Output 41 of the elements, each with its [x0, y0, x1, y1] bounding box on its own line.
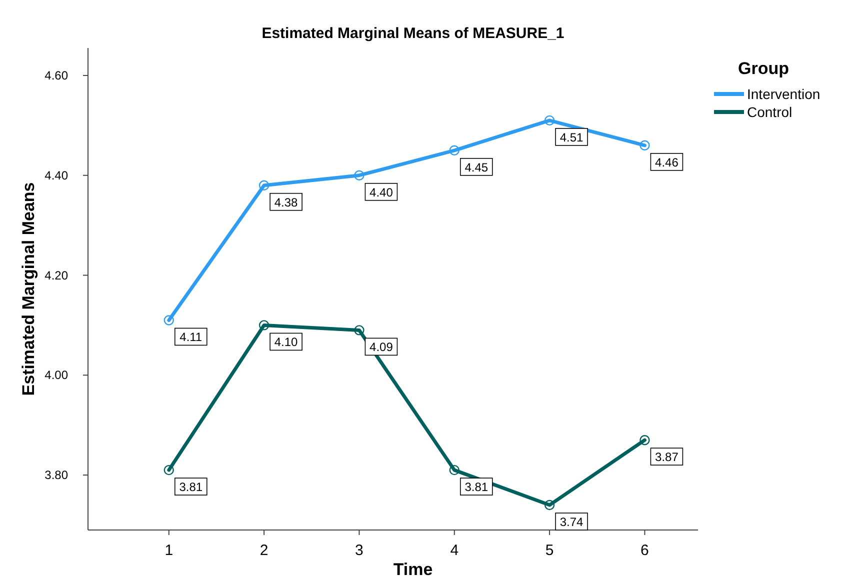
- data-label: 3.87: [655, 450, 679, 464]
- legend-label: Intervention: [747, 86, 820, 102]
- y-axis-title: Estimated Marginal Means: [19, 182, 38, 396]
- data-label: 4.51: [560, 130, 584, 144]
- point: [449, 145, 460, 156]
- point: [258, 180, 270, 190]
- x-tick-label: 1: [164, 542, 174, 559]
- data-label: 3.81: [179, 480, 203, 494]
- x-tick-label: 3: [355, 542, 364, 559]
- legend-label: Control: [747, 104, 792, 120]
- point: [544, 115, 555, 126]
- data-label: 3.74: [560, 515, 584, 530]
- point: [258, 320, 270, 330]
- y-tick-label: 4.20: [44, 268, 68, 282]
- y-tick-label: 4.40: [44, 168, 68, 182]
- data-label: 4.10: [274, 335, 298, 350]
- point: [164, 315, 174, 326]
- legend-title: Group: [738, 59, 789, 78]
- data-label: 4.45: [464, 160, 488, 174]
- x-tick-label: 6: [640, 542, 649, 559]
- point: [544, 500, 555, 510]
- point: [640, 140, 650, 150]
- x-axis-title: Time: [393, 560, 433, 579]
- point: [640, 434, 650, 446]
- data-label: 4.46: [655, 155, 679, 170]
- data-label: 4.09: [370, 340, 394, 354]
- y-tick-label: 4.00: [44, 368, 68, 382]
- x-tick-label: 4: [450, 542, 459, 559]
- y-tick-label: 3.80: [44, 468, 68, 482]
- x-tick-label: 2: [260, 542, 268, 559]
- point: [164, 464, 174, 476]
- y-tick-label: 4.60: [44, 68, 68, 82]
- point: [354, 325, 364, 336]
- x-tick-label: 5: [545, 542, 554, 559]
- point: [449, 464, 460, 476]
- data-label: 4.38: [274, 195, 298, 210]
- data-label: 4.40: [370, 185, 394, 200]
- data-label: 4.11: [180, 330, 202, 344]
- point: [354, 170, 364, 180]
- data-label: 3.81: [464, 480, 488, 494]
- chart-title: Estimated Marginal Means of MEASURE_1: [262, 25, 564, 42]
